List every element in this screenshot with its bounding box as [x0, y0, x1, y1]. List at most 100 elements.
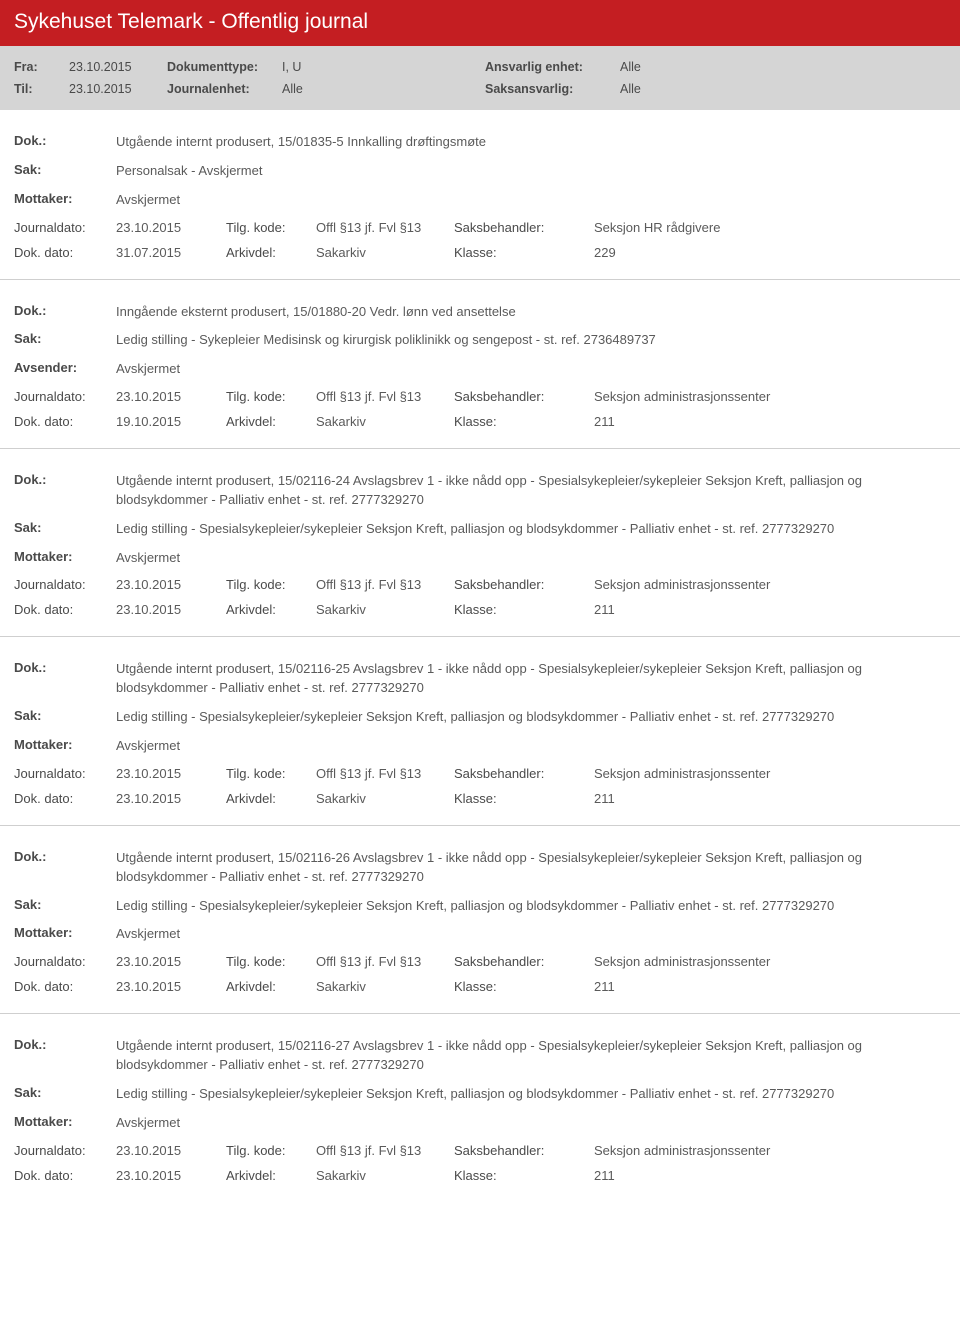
meta-row-1: Journaldato:23.10.2015Tilg. kode:Offl §1… [14, 761, 946, 786]
party-row: Mottaker:Avskjermet [14, 1109, 946, 1138]
arkivdel-value: Sakarkiv [316, 602, 454, 617]
arkivdel-value: Sakarkiv [316, 979, 454, 994]
journal-entry: Dok.:Utgående internt produsert, 15/0211… [0, 825, 960, 1013]
party-label: Mottaker: [14, 737, 116, 752]
sak-value: Ledig stilling - Spesialsykepleier/sykep… [116, 897, 946, 916]
sak-value: Ledig stilling - Spesialsykepleier/sykep… [116, 520, 946, 539]
party-label: Avsender: [14, 360, 116, 375]
klasse-value: 211 [594, 1168, 946, 1183]
journal-entry: Dok.:Utgående internt produsert, 15/0211… [0, 636, 960, 824]
saksbehandler-value: Seksjon administrasjonssenter [594, 766, 946, 781]
saksbehandler-value: Seksjon administrasjonssenter [594, 1143, 946, 1158]
entries-list: Dok.:Utgående internt produsert, 15/0183… [0, 110, 960, 1202]
saksbehandler-label: Saksbehandler: [454, 220, 594, 235]
journal-entry: Dok.:Inngående eksternt produsert, 15/01… [0, 279, 960, 449]
dokdato-value: 23.10.2015 [116, 602, 226, 617]
party-row: Mottaker:Avskjermet [14, 732, 946, 761]
dokdato-value: 31.07.2015 [116, 245, 226, 260]
party-value: Avskjermet [116, 925, 946, 944]
journaldato-label: Journaldato: [14, 389, 116, 404]
arkivdel-label: Arkivdel: [226, 414, 316, 429]
sak-row: Sak:Ledig stilling - Spesialsykepleier/s… [14, 703, 946, 732]
arkivdel-label: Arkivdel: [226, 979, 316, 994]
saksbehandler-label: Saksbehandler: [454, 577, 594, 592]
klasse-value: 211 [594, 414, 946, 429]
klasse-value: 211 [594, 602, 946, 617]
party-label: Mottaker: [14, 1114, 116, 1129]
dok-row: Dok.:Utgående internt produsert, 15/0211… [14, 467, 946, 515]
arkivdel-value: Sakarkiv [316, 245, 454, 260]
party-row: Mottaker:Avskjermet [14, 544, 946, 573]
sak-row: Sak:Ledig stilling - Spesialsykepleier/s… [14, 892, 946, 921]
filter-responsible-value: Alle [620, 82, 720, 96]
journaldato-value: 23.10.2015 [116, 577, 226, 592]
party-label: Mottaker: [14, 549, 116, 564]
party-row: Mottaker:Avskjermet [14, 186, 946, 215]
saksbehandler-value: Seksjon administrasjonssenter [594, 389, 946, 404]
klasse-label: Klasse: [454, 979, 594, 994]
sak-label: Sak: [14, 520, 116, 535]
filter-journalunit-value: Alle [282, 82, 485, 96]
journal-entry: Dok.:Utgående internt produsert, 15/0211… [0, 1013, 960, 1201]
meta-row-2: Dok. dato:23.10.2015Arkivdel:SakarkivKla… [14, 974, 946, 999]
tilgkode-value: Offl §13 jf. Fvl §13 [316, 1143, 454, 1158]
dok-row: Dok.:Inngående eksternt produsert, 15/01… [14, 298, 946, 327]
meta-row-1: Journaldato:23.10.2015Tilg. kode:Offl §1… [14, 1138, 946, 1163]
sak-label: Sak: [14, 162, 116, 177]
tilgkode-label: Tilg. kode: [226, 389, 316, 404]
klasse-label: Klasse: [454, 791, 594, 806]
dok-label: Dok.: [14, 133, 116, 148]
tilgkode-label: Tilg. kode: [226, 766, 316, 781]
sak-value: Personalsak - Avskjermet [116, 162, 946, 181]
dok-row: Dok.:Utgående internt produsert, 15/0183… [14, 128, 946, 157]
journaldato-value: 23.10.2015 [116, 220, 226, 235]
dok-label: Dok.: [14, 849, 116, 864]
filter-row-1: Fra: 23.10.2015 Dokumenttype: I, U Ansva… [14, 56, 946, 78]
filter-doctype-value: I, U [282, 60, 485, 74]
sak-label: Sak: [14, 897, 116, 912]
filter-bar: Fra: 23.10.2015 Dokumenttype: I, U Ansva… [0, 46, 960, 110]
tilgkode-value: Offl §13 jf. Fvl §13 [316, 220, 454, 235]
saksbehandler-label: Saksbehandler: [454, 766, 594, 781]
klasse-label: Klasse: [454, 1168, 594, 1183]
sak-row: Sak:Ledig stilling - Spesialsykepleier/s… [14, 1080, 946, 1109]
saksbehandler-label: Saksbehandler: [454, 954, 594, 969]
journaldato-value: 23.10.2015 [116, 766, 226, 781]
dokdato-label: Dok. dato: [14, 245, 116, 260]
arkivdel-label: Arkivdel: [226, 245, 316, 260]
journaldato-value: 23.10.2015 [116, 1143, 226, 1158]
meta-row-2: Dok. dato:19.10.2015Arkivdel:SakarkivKla… [14, 409, 946, 434]
party-value: Avskjermet [116, 191, 946, 210]
dok-row: Dok.:Utgående internt produsert, 15/0211… [14, 1032, 946, 1080]
klasse-value: 211 [594, 791, 946, 806]
dokdato-label: Dok. dato: [14, 414, 116, 429]
tilgkode-label: Tilg. kode: [226, 1143, 316, 1158]
meta-row-1: Journaldato:23.10.2015Tilg. kode:Offl §1… [14, 215, 946, 240]
tilgkode-label: Tilg. kode: [226, 954, 316, 969]
filter-unit-label: Ansvarlig enhet: [485, 60, 620, 74]
klasse-label: Klasse: [454, 245, 594, 260]
dokdato-label: Dok. dato: [14, 602, 116, 617]
dok-row: Dok.:Utgående internt produsert, 15/0211… [14, 844, 946, 892]
klasse-value: 229 [594, 245, 946, 260]
filter-doctype-label: Dokumenttype: [167, 60, 282, 74]
dok-label: Dok.: [14, 303, 116, 318]
dok-label: Dok.: [14, 660, 116, 675]
tilgkode-value: Offl §13 jf. Fvl §13 [316, 954, 454, 969]
meta-row-1: Journaldato:23.10.2015Tilg. kode:Offl §1… [14, 572, 946, 597]
dokdato-label: Dok. dato: [14, 1168, 116, 1183]
party-value: Avskjermet [116, 1114, 946, 1133]
saksbehandler-value: Seksjon administrasjonssenter [594, 954, 946, 969]
sak-row: Sak:Ledig stilling - Sykepleier Medisins… [14, 326, 946, 355]
tilgkode-value: Offl §13 jf. Fvl §13 [316, 389, 454, 404]
journaldato-value: 23.10.2015 [116, 954, 226, 969]
dokdato-value: 23.10.2015 [116, 791, 226, 806]
party-row: Avsender:Avskjermet [14, 355, 946, 384]
sak-row: Sak:Ledig stilling - Spesialsykepleier/s… [14, 515, 946, 544]
party-value: Avskjermet [116, 549, 946, 568]
dok-value: Inngående eksternt produsert, 15/01880-2… [116, 303, 946, 322]
arkivdel-label: Arkivdel: [226, 1168, 316, 1183]
journaldato-label: Journaldato: [14, 577, 116, 592]
klasse-label: Klasse: [454, 414, 594, 429]
klasse-value: 211 [594, 979, 946, 994]
